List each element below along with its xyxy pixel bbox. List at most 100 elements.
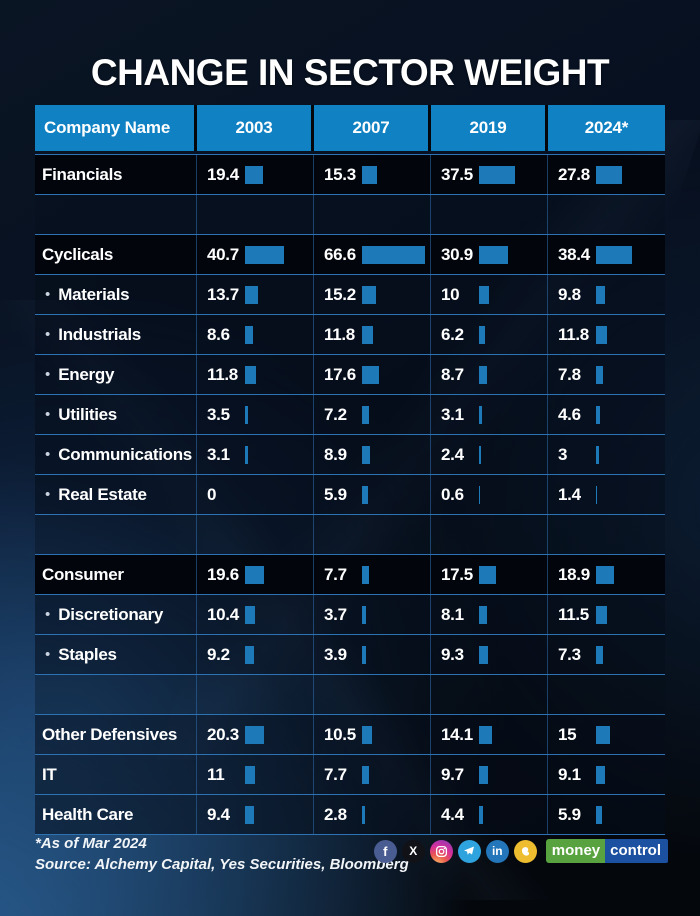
row-label-cell: Financials xyxy=(35,155,197,194)
value-bar xyxy=(362,446,371,464)
value-cell: 11.5 xyxy=(548,595,665,634)
value-bar xyxy=(245,286,258,304)
value-cell: 8.7 xyxy=(431,355,548,394)
bullet-icon: • xyxy=(45,285,51,303)
value-cell: 3 xyxy=(548,435,665,474)
value-text: 8.6 xyxy=(207,325,230,344)
value-cell: 17.6 xyxy=(314,355,431,394)
value-bar xyxy=(479,286,489,304)
value-text: 6.2 xyxy=(441,325,464,344)
value-text: 17.5 xyxy=(441,565,473,584)
row-label: Consumer xyxy=(42,564,124,584)
value-cell: 38.4 xyxy=(548,235,665,274)
value-bar xyxy=(479,566,496,584)
value-cell: 9.1 xyxy=(548,755,665,794)
value-bar xyxy=(362,606,366,624)
table-row: • Communications 3.1 8.9 2.4 3 xyxy=(35,435,665,475)
value-text: 15.3 xyxy=(324,165,356,184)
row-label-cell: Other Defensives xyxy=(35,715,197,754)
value-bar xyxy=(362,326,374,344)
instagram-icon[interactable] xyxy=(429,839,453,863)
table-row xyxy=(35,515,665,555)
row-label-cell: • Industrials xyxy=(35,315,197,354)
as-of-note: *As of Mar 2024 xyxy=(35,835,147,852)
value-text: 5.9 xyxy=(558,805,581,824)
bullet-icon: • xyxy=(45,485,51,503)
column-header-2003: 2003 xyxy=(197,105,314,151)
value-cell: 8.9 xyxy=(314,435,431,474)
value-bar xyxy=(362,566,370,584)
row-label: Energy xyxy=(58,364,115,384)
value-bar xyxy=(596,406,601,424)
value-cell: 11.8 xyxy=(314,315,431,354)
telegram-icon[interactable] xyxy=(457,839,481,863)
row-label-cell: Health Care xyxy=(35,795,197,834)
column-header-2019: 2019 xyxy=(431,105,548,151)
value-cell: 8.6 xyxy=(197,315,314,354)
row-label: Industrials xyxy=(58,324,141,344)
value-bar xyxy=(596,726,611,744)
value-cell: 9.8 xyxy=(548,275,665,314)
footnote: *As of Mar 2024 Source: Alchemy Capital,… xyxy=(35,833,409,875)
value-bar xyxy=(245,166,264,184)
value-bar xyxy=(596,366,604,384)
value-text: 4.4 xyxy=(441,805,464,824)
value-cell: 5.9 xyxy=(314,475,431,514)
row-label-cell: • Discretionary xyxy=(35,595,197,634)
value-text: 19.6 xyxy=(207,565,239,584)
value-cell: 1.4 xyxy=(548,475,665,514)
value-text: 9.2 xyxy=(207,645,230,664)
moneycontrol-logo[interactable]: money control xyxy=(545,839,668,863)
value-text: 37.5 xyxy=(441,165,473,184)
value-text: 7.8 xyxy=(558,365,581,384)
bullet-icon: • xyxy=(45,445,51,463)
value-bar xyxy=(479,806,484,824)
linkedin-icon[interactable]: in xyxy=(485,839,509,863)
social-links: f X in money control xyxy=(373,839,668,863)
koo-icon[interactable] xyxy=(513,839,537,863)
value-bar xyxy=(362,286,377,304)
value-bar xyxy=(245,366,257,384)
row-label-cell: IT xyxy=(35,755,197,794)
value-text: 3.1 xyxy=(207,445,230,464)
value-text: 4.6 xyxy=(558,405,581,424)
row-label: Health Care xyxy=(42,804,134,824)
value-cell: 17.5 xyxy=(431,555,548,594)
value-text: 3.9 xyxy=(324,645,347,664)
row-label: Discretionary xyxy=(58,604,164,624)
value-cell: 18.9 xyxy=(548,555,665,594)
value-cell: 15.3 xyxy=(314,155,431,194)
value-bar xyxy=(245,806,254,824)
sector-weight-table: Company Name 2003 2007 2019 2024* Financ… xyxy=(35,105,665,835)
value-bar xyxy=(596,806,602,824)
value-bar xyxy=(596,446,599,464)
value-cell: 3.7 xyxy=(314,595,431,634)
row-label-cell xyxy=(35,675,197,714)
value-cell: 11.8 xyxy=(197,355,314,394)
value-bar xyxy=(245,446,248,464)
row-label-cell xyxy=(35,515,197,554)
value-cell: 2.8 xyxy=(314,795,431,834)
row-label: Staples xyxy=(58,644,117,664)
value-text: 3.7 xyxy=(324,605,347,624)
value-cell: 3.1 xyxy=(431,395,548,434)
value-text: 13.7 xyxy=(207,285,239,304)
value-cell: 9.4 xyxy=(197,795,314,834)
value-bar xyxy=(362,406,369,424)
value-cell xyxy=(197,195,314,234)
value-text: 8.9 xyxy=(324,445,347,464)
value-text: 18.9 xyxy=(558,565,590,584)
table-row: • Energy 11.8 17.6 8.7 7.8 xyxy=(35,355,665,395)
row-label: Real Estate xyxy=(58,484,147,504)
table-row: • Real Estate 0 5.9 0.6 1.4 xyxy=(35,475,665,515)
row-label: Financials xyxy=(42,164,123,184)
x-twitter-icon[interactable]: X xyxy=(401,839,425,863)
value-cell: 9.2 xyxy=(197,635,314,674)
value-cell xyxy=(314,675,431,714)
moneycontrol-logo-control: control xyxy=(605,839,668,863)
value-cell: 15 xyxy=(548,715,665,754)
facebook-icon[interactable]: f xyxy=(373,839,397,863)
value-cell: 19.4 xyxy=(197,155,314,194)
value-text: 7.7 xyxy=(324,765,347,784)
column-header-2007: 2007 xyxy=(314,105,431,151)
